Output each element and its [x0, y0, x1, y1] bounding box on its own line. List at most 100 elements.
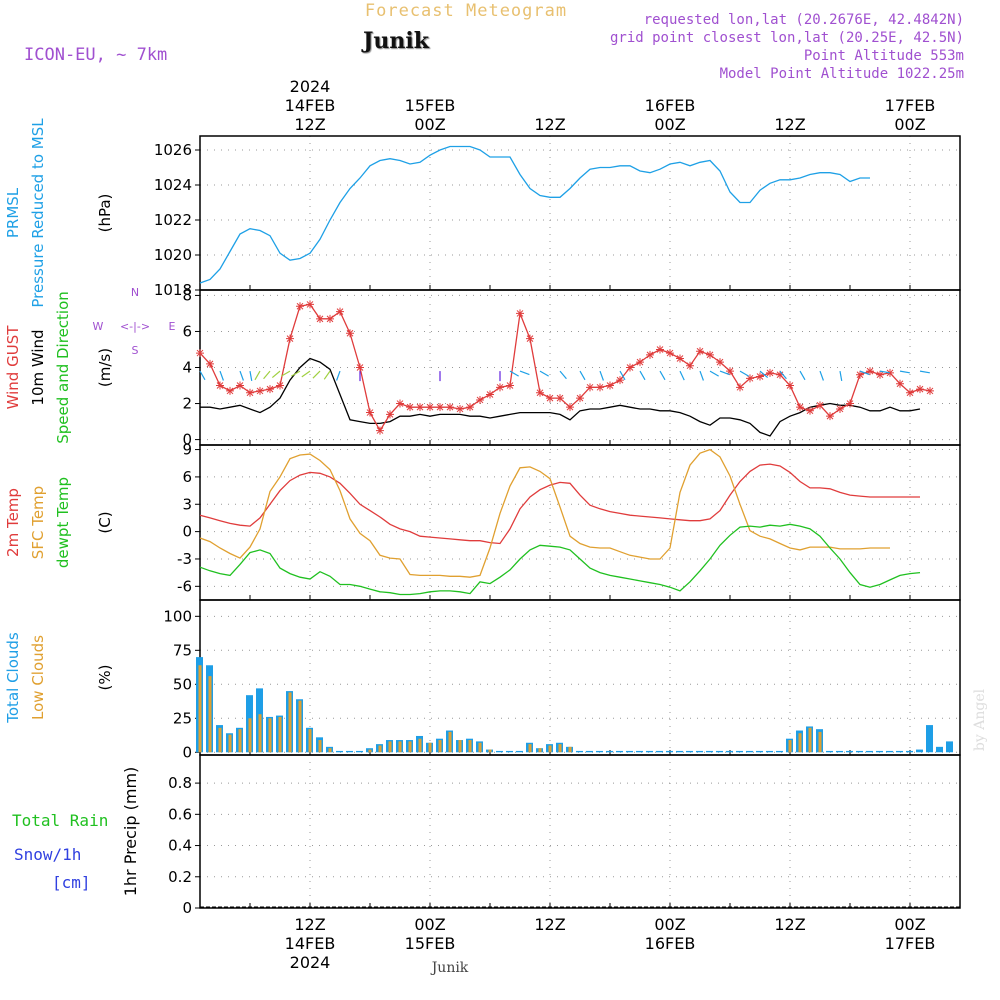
panel-frame [199, 135, 961, 291]
ytick-label: 3 [182, 495, 192, 513]
wind-direction-arrow [271, 370, 281, 378]
ytick-label: 0.8 [168, 774, 192, 792]
t2m-line [199, 463, 920, 545]
gust-marker [236, 381, 244, 390]
ytick-label: 1022 [154, 211, 192, 229]
panel-label: Pressure Reduced to MSL [29, 118, 47, 308]
wind-speed-line [200, 357, 921, 437]
panel-frame [199, 599, 961, 756]
wind-compass: N S W E <-|-> [93, 286, 176, 357]
panel-label: (hPa) [96, 194, 114, 233]
bottom-time-label: 12Z [534, 915, 565, 934]
wind-direction-arrow [709, 370, 719, 377]
total-cloud-bar [646, 750, 653, 753]
low-cloud-bar [568, 746, 572, 753]
total-cloud-bar [856, 750, 863, 753]
low-cloud-bar [308, 729, 312, 753]
ytick-label: 0 [182, 523, 192, 541]
ytick-label: 4 [182, 359, 192, 377]
gust-marker [526, 334, 534, 343]
gust-marker [396, 399, 404, 408]
gust-marker [436, 403, 444, 412]
wind-direction-arrow [312, 370, 321, 379]
total-cloud-bar [596, 750, 603, 753]
top-time-label: 00Z [894, 115, 925, 134]
gust-marker [636, 358, 644, 367]
dewpt-line [199, 523, 921, 596]
low-cloud-bar [818, 731, 822, 753]
top-time-label: 14FEB [285, 96, 336, 115]
ytick-label: -3 [177, 550, 192, 568]
compass-s: S [132, 344, 139, 357]
low-cloud-bar [428, 742, 432, 753]
wind-direction-arrow [199, 370, 206, 381]
total-cloud-bar [756, 750, 763, 753]
gust-marker [846, 399, 854, 408]
low-cloud-bar [558, 744, 562, 753]
total-cloud-bar [656, 750, 663, 753]
low-cloud-bar [298, 700, 302, 753]
panel-label: (m/s) [96, 348, 114, 387]
bottom-time-label: 15FEB [405, 934, 456, 953]
gust-marker [566, 403, 574, 412]
low-cloud-bar [218, 727, 222, 753]
panel-labels: Total Clouds Low Clouds (%) [4, 632, 114, 724]
gust-marker [226, 386, 234, 395]
low-cloud-bar [488, 749, 492, 753]
gust-marker [836, 404, 844, 413]
gust-marker [796, 403, 804, 412]
total-cloud-bar [766, 750, 773, 753]
gust-marker [216, 381, 224, 390]
model-altitude: Model Point Altitude 1022.25m [720, 66, 964, 82]
low-cloud-bar [248, 718, 252, 753]
gust-marker [886, 368, 894, 377]
ytick-label: 0.6 [168, 805, 192, 823]
point-altitude: Point Altitude 553m [804, 48, 964, 64]
ytick-label: -6 [177, 577, 192, 595]
panel-label: (%) [96, 665, 114, 691]
panel-label: Speed and Direction [54, 291, 72, 444]
wind-direction-arrow [519, 370, 530, 376]
total-cloud-bar [926, 725, 933, 753]
gust-marker [316, 314, 324, 323]
gust-marker [306, 300, 314, 309]
total-cloud-bar [706, 750, 713, 753]
low-cloud-bar [378, 745, 382, 753]
total-cloud-bar [506, 750, 513, 753]
panel-label: SFC Temp [29, 486, 47, 559]
total-cloud-bar [676, 750, 683, 753]
gust-marker [386, 410, 394, 419]
model-name: ICON-EU, ~ 7km [24, 45, 167, 65]
gust-marker [456, 404, 464, 413]
gust-marker [376, 426, 384, 435]
low-cloud-bar [418, 738, 422, 753]
wind-direction-arrow [219, 370, 224, 381]
total-cloud-bar [696, 750, 703, 753]
gust-marker [516, 309, 524, 318]
gust-marker [506, 381, 514, 390]
ytick-label: 100 [163, 607, 192, 625]
panel-label: dewpt Temp [54, 477, 72, 568]
total-cloud-bar [846, 750, 853, 753]
gust-marker [366, 408, 374, 417]
low-cloud-bar [788, 740, 792, 753]
gust-marker [336, 307, 344, 316]
top-time-label: 12Z [534, 115, 565, 134]
panel-frame [199, 754, 961, 909]
gust-marker [746, 374, 754, 383]
gust-marker [926, 386, 934, 395]
ytick-label: 0.4 [168, 837, 192, 855]
wind-direction-arrow [579, 370, 586, 381]
gust-marker [766, 368, 774, 377]
ytick-label: 8 [182, 286, 192, 304]
top-time-label: 00Z [414, 115, 445, 134]
top-time-label: 16FEB [645, 96, 696, 115]
total-cloud-bar [726, 750, 733, 753]
gust-marker [706, 350, 714, 359]
gust-marker [866, 367, 874, 376]
gust-marker [576, 394, 584, 403]
gust-marker [426, 403, 434, 412]
gust-marker [726, 367, 734, 376]
location-name: Junik [361, 28, 430, 54]
